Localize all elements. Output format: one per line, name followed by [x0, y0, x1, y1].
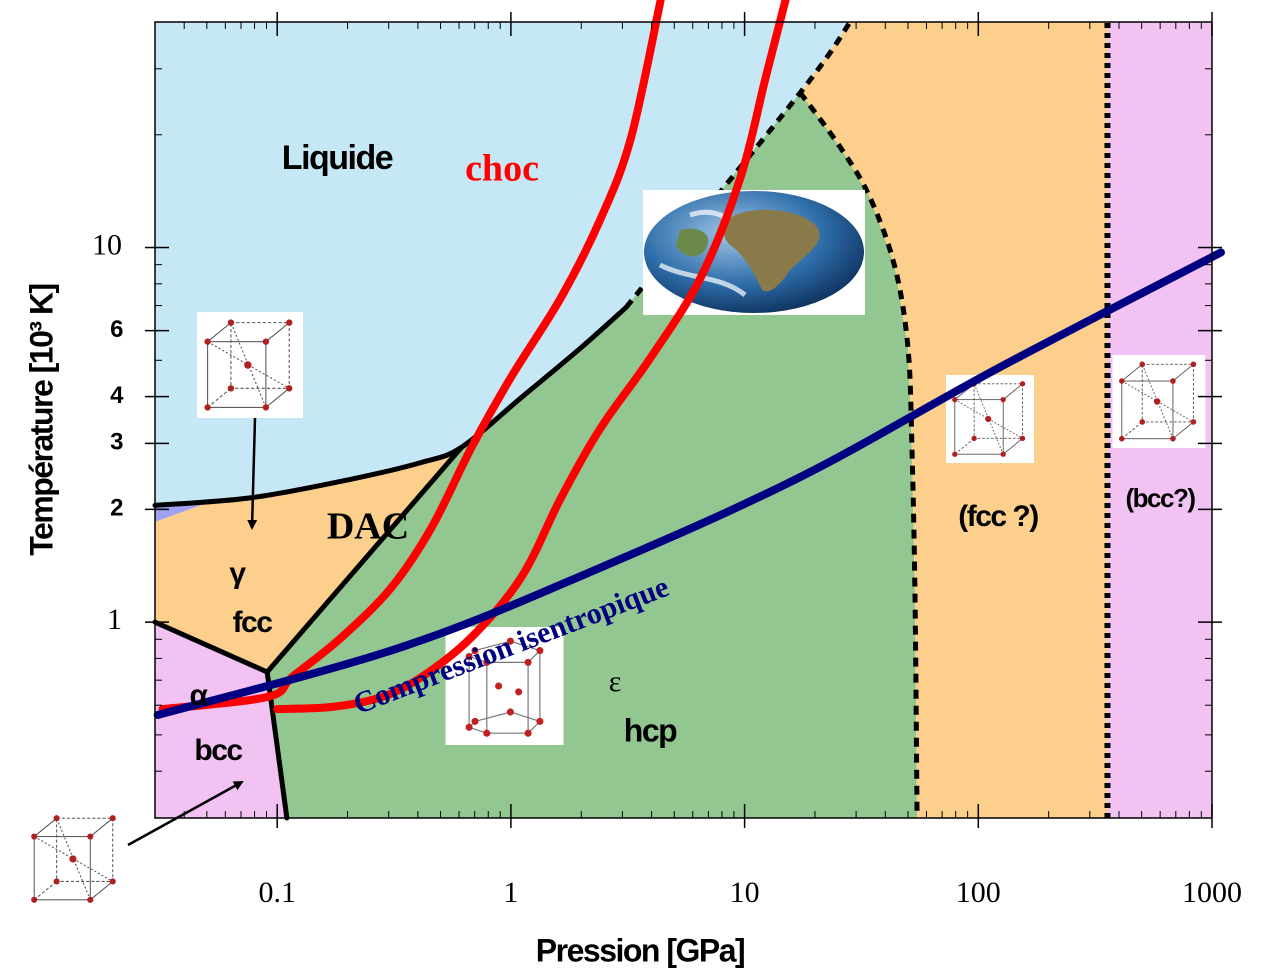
- phase-label: fcc: [233, 606, 273, 639]
- x-tick-label: 1: [503, 876, 518, 909]
- x-tick-label: 10: [730, 876, 760, 909]
- phase-label: DAC: [327, 506, 409, 548]
- phase-label: (bcc?): [1126, 483, 1196, 513]
- y-tick-label: 2: [110, 495, 123, 522]
- y-tick-label: 6: [110, 316, 123, 343]
- y-tick-label: 10: [92, 228, 122, 261]
- x-axis-label: Pression [GPa]: [536, 932, 744, 968]
- y-tick-label: 1: [107, 603, 122, 636]
- y-tick-label: 3: [110, 429, 123, 456]
- phase-label: Liquide: [282, 139, 393, 177]
- x-tick-label: 100: [956, 876, 1001, 909]
- chart: chocCompression isentropiqueLiquideDACγf…: [0, 0, 1271, 979]
- phase-label: bcc: [194, 734, 242, 767]
- phase-label: (fcc ?): [958, 500, 1038, 533]
- bcc-cell-image: [1113, 355, 1206, 448]
- phase-label: α: [190, 679, 209, 712]
- page: {"chart_data": { "type": "phase-diagram"…: [0, 0, 1271, 979]
- x-tick-label: 1000: [1182, 876, 1242, 909]
- y-tick-label: 4: [110, 382, 124, 409]
- earth-image: [643, 190, 865, 315]
- phase-label: ε: [609, 665, 622, 698]
- bcc-cell-image: [24, 808, 126, 910]
- series-label: choc: [465, 148, 539, 190]
- fcc-cell-image: [197, 312, 303, 418]
- phase-label: hcp: [624, 712, 677, 748]
- phase-label: γ: [229, 557, 246, 590]
- x-tick-label: 0.1: [258, 876, 296, 909]
- y-axis-label: Température [10³ K]: [23, 284, 59, 555]
